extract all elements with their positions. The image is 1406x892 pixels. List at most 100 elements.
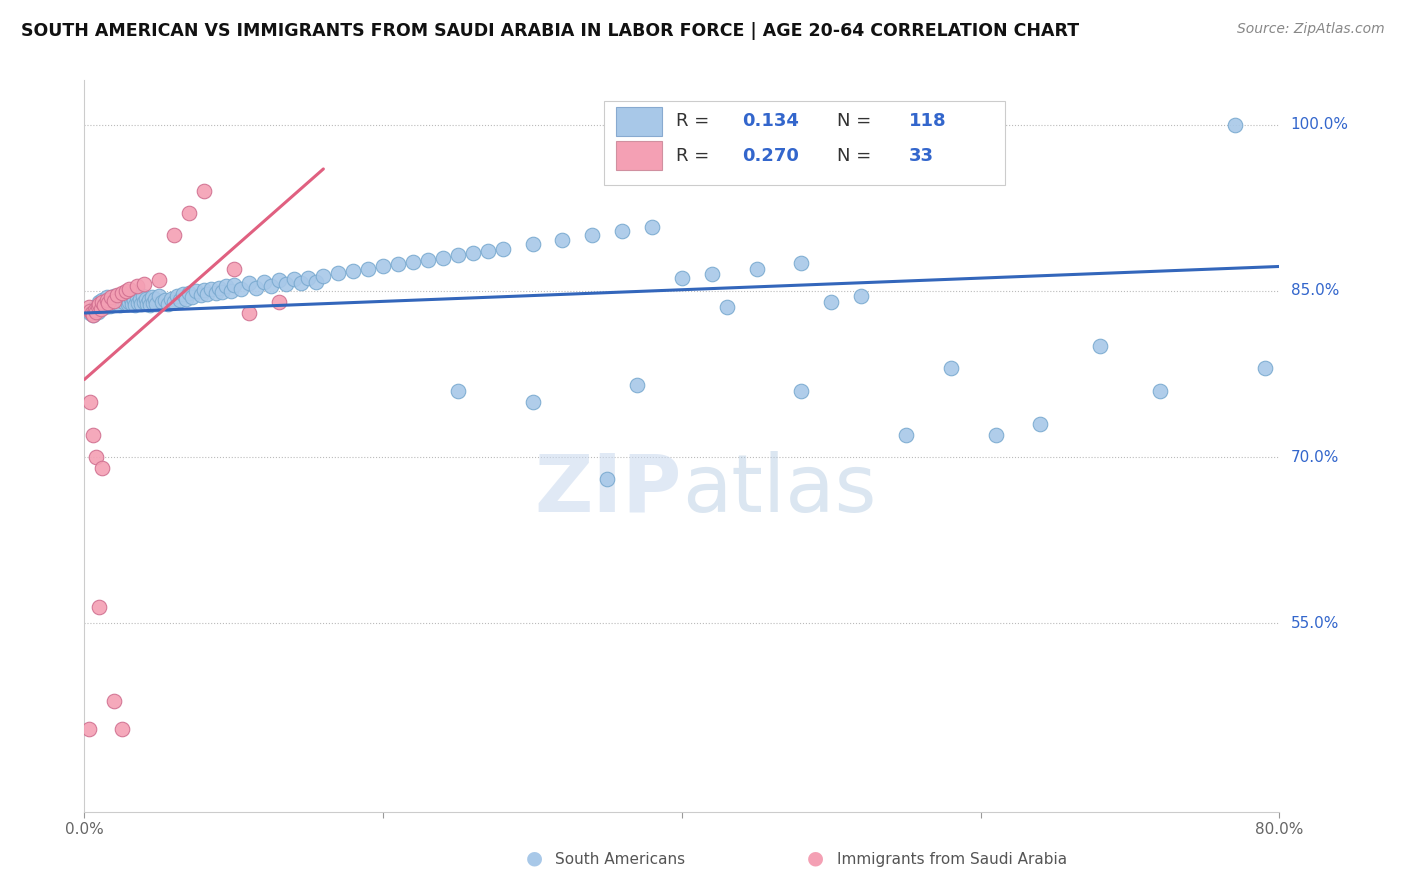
Point <box>80 303 103 318</box>
Point <box>172 287 194 301</box>
Point <box>447 248 470 262</box>
Point <box>90 297 112 311</box>
Text: 0.134: 0.134 <box>742 112 799 130</box>
Point <box>143 292 166 306</box>
Point <box>148 273 170 287</box>
Point <box>90 301 112 316</box>
Point <box>851 289 873 303</box>
Point <box>117 297 139 311</box>
Text: ●: ● <box>807 848 824 867</box>
Point <box>177 286 200 301</box>
Point <box>96 293 118 307</box>
Text: Immigrants from Saudi Arabia: Immigrants from Saudi Arabia <box>837 852 1067 867</box>
Point <box>82 308 104 322</box>
Text: 55.0%: 55.0% <box>1291 615 1339 631</box>
Point <box>94 301 117 315</box>
Point <box>984 428 1007 442</box>
Point <box>193 184 215 198</box>
Point <box>1223 118 1246 132</box>
Point <box>177 206 200 220</box>
Point <box>1090 339 1112 353</box>
Point <box>100 292 122 306</box>
Point <box>118 282 141 296</box>
Text: 100.0%: 100.0% <box>1291 117 1348 132</box>
Point <box>93 298 115 312</box>
Point <box>101 297 124 311</box>
Point <box>238 276 260 290</box>
Point <box>142 296 165 310</box>
Point <box>222 278 245 293</box>
Point <box>111 722 134 736</box>
Point <box>1029 417 1052 431</box>
Point <box>267 273 290 287</box>
Point <box>1149 384 1171 398</box>
Point <box>139 298 162 312</box>
Point <box>186 284 208 298</box>
Text: 70.0%: 70.0% <box>1291 450 1339 465</box>
Point <box>145 297 167 311</box>
Point <box>551 233 574 247</box>
Point <box>105 297 128 311</box>
Point <box>115 284 138 298</box>
Point <box>115 292 138 306</box>
Point <box>91 293 114 307</box>
Point <box>641 219 664 234</box>
Point <box>416 252 439 267</box>
Point <box>111 293 134 308</box>
Text: atlas: atlas <box>682 450 876 529</box>
Point <box>195 287 218 301</box>
Point <box>114 296 136 310</box>
Point <box>111 286 134 301</box>
Point <box>86 450 108 464</box>
Point <box>267 294 290 309</box>
Point <box>297 270 319 285</box>
Point <box>626 378 648 392</box>
Point <box>136 297 159 311</box>
Point <box>894 428 917 442</box>
Point <box>181 291 204 305</box>
Text: R =: R = <box>676 146 714 165</box>
Point <box>82 308 104 322</box>
Point <box>132 294 156 309</box>
Point <box>939 361 962 376</box>
Point <box>103 293 125 308</box>
Point <box>211 285 233 299</box>
FancyBboxPatch shape <box>605 101 1005 185</box>
Point <box>373 260 395 274</box>
Point <box>83 301 105 315</box>
Point <box>820 294 842 309</box>
Point <box>745 261 768 276</box>
Point <box>432 251 454 265</box>
Point <box>581 228 603 243</box>
Point <box>190 288 212 302</box>
Point <box>100 291 122 305</box>
Point <box>89 599 111 614</box>
Point <box>98 299 121 313</box>
Point <box>91 461 114 475</box>
Point <box>103 294 125 309</box>
Point <box>132 277 156 292</box>
Point <box>91 294 114 309</box>
Point <box>125 291 148 305</box>
Point <box>157 297 180 311</box>
Point <box>522 237 544 252</box>
Point <box>121 297 143 311</box>
Point <box>96 296 118 310</box>
Point <box>245 280 267 294</box>
Point <box>127 296 149 310</box>
Text: Source: ZipAtlas.com: Source: ZipAtlas.com <box>1237 22 1385 37</box>
Point <box>122 293 145 307</box>
Point <box>135 292 157 306</box>
Point <box>163 228 186 243</box>
Point <box>169 293 191 307</box>
Point <box>522 394 544 409</box>
Point <box>86 305 108 319</box>
Point <box>208 280 231 294</box>
Point <box>200 282 222 296</box>
Point <box>87 305 110 319</box>
Point <box>89 299 111 313</box>
Point <box>79 303 101 318</box>
Point <box>93 298 115 312</box>
Point <box>260 279 283 293</box>
Text: 118: 118 <box>910 112 946 130</box>
